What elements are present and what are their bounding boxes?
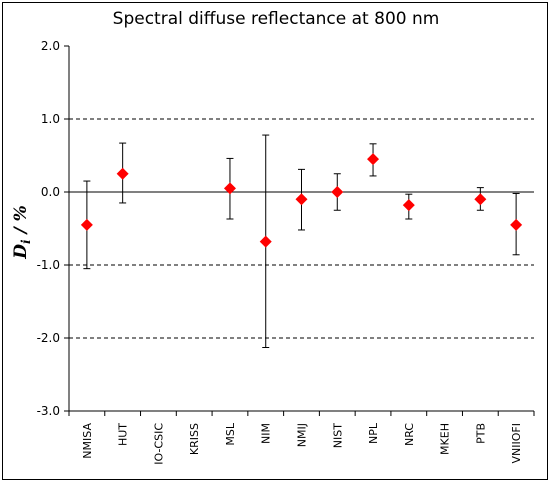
chart-title: Spectral diffuse reflectance at 800 nm [112,9,440,29]
y-axis-label-main: D [11,244,31,260]
y-tick-label: -1.0 [37,258,60,272]
data-point-nmij [295,193,308,206]
data-point-nist [331,186,344,198]
x-tick-label: KRISS [188,423,201,455]
y-axis-label: Di / % [11,205,33,260]
y-tick-label: 0.0 [41,185,60,199]
y-tick-label: 1.0 [41,112,60,126]
data-point-ptb [474,193,487,206]
y-tick-label: 2.0 [41,39,60,53]
data-point-npl [367,153,380,166]
x-tick-label: VNIIOFI [510,423,523,463]
y-tick-labels: 2.0 1.0 0.0 -1.0 -2.0 -3.0 [37,39,60,418]
y-axis-label-subscript: i [19,239,33,244]
error-bars [83,134,520,348]
data-point-hut [116,167,129,180]
data-point-nim [259,235,272,248]
axes [64,45,535,416]
data-point-nmisa [80,218,93,231]
data-points [80,153,523,248]
x-tick-label: HUT [117,423,130,446]
y-axis-label-unit: / % [11,205,31,239]
data-point-msl [223,182,236,195]
x-tick-label: MSL [224,422,237,445]
y-tick-label: -2.0 [37,331,60,345]
x-tick-label: IO-CSIC [152,423,165,465]
x-tick-label: NMISA [81,423,94,459]
x-tick-label: PTB [474,423,487,444]
y-tick-label: -3.0 [37,404,60,418]
x-tick-label: MKEH [439,423,452,455]
x-tick-label: NIM [260,423,273,444]
data-point-vniiofi [510,218,523,231]
data-point-nrc [402,199,415,212]
x-tick-label: NMIJ [296,423,309,447]
x-tick-labels: NMISA HUT IO-CSIC KRISS MSL NIM NMIJ NIST NPL NRC… [81,422,523,465]
x-tick-label: NRC [403,423,416,446]
x-tick-label: NIST [331,423,344,448]
x-tick-label: NPL [367,422,380,444]
chart-frame [2,2,548,480]
